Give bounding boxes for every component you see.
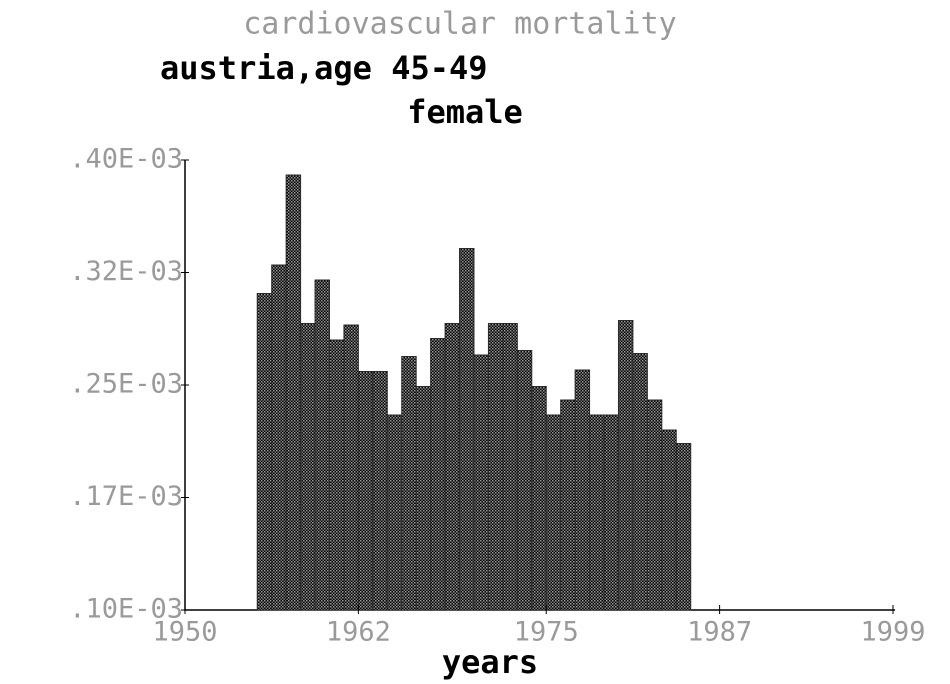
y-tick-label: .17E-03 bbox=[69, 481, 183, 512]
bar bbox=[617, 320, 634, 611]
bar bbox=[545, 414, 562, 611]
x-tick-label: 1962 bbox=[326, 617, 391, 648]
bar bbox=[444, 323, 461, 611]
bar bbox=[675, 443, 692, 611]
bar bbox=[372, 371, 388, 611]
bar bbox=[632, 353, 648, 611]
x-tick-label: 1975 bbox=[514, 617, 579, 648]
y-tick-label: .40E-03 bbox=[69, 144, 183, 175]
bar bbox=[560, 399, 576, 611]
chart-subtitle: austria,age 45-49 bbox=[160, 49, 488, 87]
x-axis-label: years bbox=[442, 643, 538, 681]
bar bbox=[516, 350, 533, 611]
bar bbox=[574, 369, 591, 611]
chart-title: cardiovascular mortality bbox=[243, 7, 676, 42]
bar bbox=[343, 324, 359, 611]
y-tick-label: .10E-03 bbox=[69, 594, 183, 625]
bar bbox=[328, 339, 345, 611]
bar bbox=[314, 279, 330, 611]
chart-subtitle: female bbox=[407, 93, 523, 131]
bar bbox=[502, 323, 518, 611]
bar bbox=[531, 386, 547, 611]
bar bbox=[661, 429, 677, 611]
bar bbox=[256, 293, 273, 611]
x-tick-label: 1950 bbox=[152, 617, 217, 648]
bar bbox=[430, 338, 446, 611]
bar bbox=[487, 323, 504, 611]
y-tick-label: .32E-03 bbox=[69, 256, 183, 287]
bar bbox=[386, 414, 403, 611]
bar bbox=[401, 356, 417, 611]
bar bbox=[357, 371, 374, 611]
bar bbox=[285, 174, 302, 611]
bar bbox=[271, 264, 287, 611]
bar bbox=[473, 354, 489, 611]
bar bbox=[589, 414, 605, 611]
y-tick-label: .25E-03 bbox=[69, 369, 183, 400]
bar bbox=[459, 248, 475, 611]
x-tick-label: 1987 bbox=[687, 617, 752, 648]
bar bbox=[300, 323, 316, 611]
x-tick-label: 1999 bbox=[860, 617, 925, 648]
bar bbox=[603, 414, 619, 611]
bar bbox=[415, 386, 432, 611]
bar bbox=[646, 399, 663, 611]
